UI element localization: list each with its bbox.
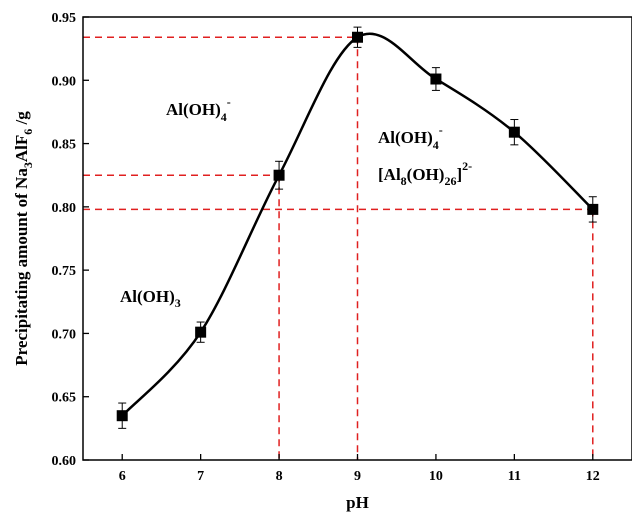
data-point (508, 126, 520, 138)
y-tick-label: 0.90 (52, 74, 77, 89)
axis-ticks: 6 7 8 9 10 11 12 0.60 0.65 0.70 0.75 0.80 0.85 0.90 0.… (52, 11, 600, 484)
data-point (195, 326, 207, 338)
y-tick-label: 0.95 (52, 11, 77, 26)
data-point (430, 73, 442, 85)
x-tick-label: 6 (119, 469, 126, 484)
x-tick-label: 12 (586, 469, 600, 484)
data-point (352, 31, 363, 43)
x-tick-label: 7 (197, 469, 204, 484)
reference-lines (83, 36, 594, 460)
series-markers (116, 26, 599, 429)
annotation-al8-oh26: [Al8(OH)26]2- (378, 159, 472, 188)
annotation-al-oh-4-right: Al(OH)4- (378, 123, 443, 152)
y-tick-label: 0.60 (52, 454, 77, 469)
y-tick-label: 0.85 (52, 138, 77, 153)
annotation-al-oh-4-left: Al(OH)4- (166, 95, 231, 124)
data-point (587, 203, 599, 215)
y-tick-label: 0.70 (52, 327, 77, 342)
x-tick-label: 9 (354, 469, 361, 484)
x-tick-label: 11 (508, 469, 521, 484)
plot-frame (82, 16, 632, 461)
annotation-al-oh-3: Al(OH)3 (120, 287, 181, 310)
data-point (116, 410, 128, 422)
y-tick-label: 0.80 (52, 201, 77, 216)
y-axis-title: Precipitating amount of Na3AlF6 /g (12, 111, 35, 366)
x-axis-title: pH (346, 493, 369, 512)
data-point (273, 169, 285, 181)
y-tick-label: 0.75 (52, 264, 77, 279)
x-tick-label: 10 (429, 469, 443, 484)
y-tick-label: 0.65 (52, 391, 77, 406)
x-tick-label: 8 (276, 469, 283, 484)
